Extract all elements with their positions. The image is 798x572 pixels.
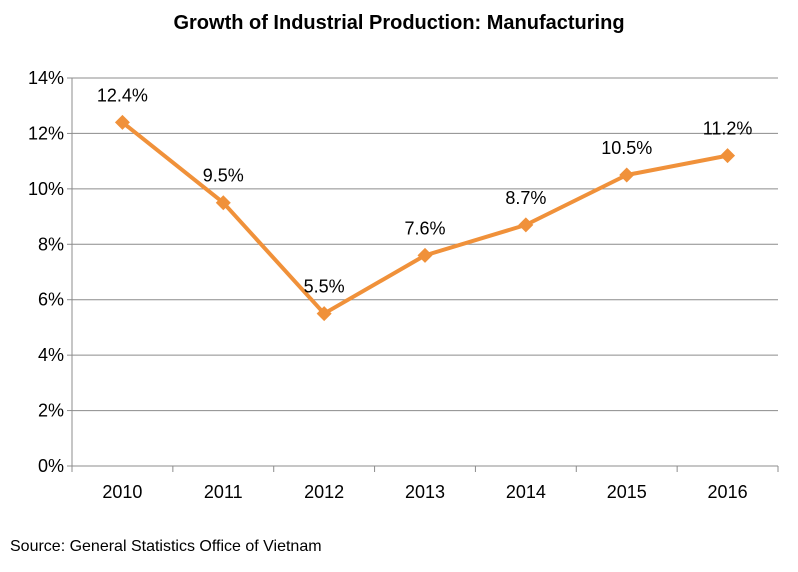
source-note: Source: General Statistics Office of Vie… xyxy=(10,538,322,555)
chart-title: Growth of Industrial Production: Manufac… xyxy=(173,12,625,34)
data-point-marker xyxy=(518,217,534,233)
y-tick-label: 4% xyxy=(38,345,64,365)
y-tick-label: 2% xyxy=(38,401,64,421)
y-tick-label: 0% xyxy=(38,456,64,476)
data-point-marker xyxy=(114,114,130,130)
y-tick-label: 12% xyxy=(28,123,64,143)
x-tick-label: 2015 xyxy=(607,482,647,502)
data-point-marker xyxy=(720,148,736,164)
x-tick-label: 2011 xyxy=(204,482,243,502)
x-tick-label: 2013 xyxy=(405,482,445,502)
data-label: 7.6% xyxy=(404,218,445,238)
x-tick-label: 2014 xyxy=(506,482,546,502)
data-label: 5.5% xyxy=(304,277,345,297)
data-point-marker xyxy=(417,247,433,263)
y-tick-label: 14% xyxy=(28,68,64,88)
y-tick-label: 10% xyxy=(28,179,64,199)
x-tick-label: 2016 xyxy=(708,482,748,502)
data-label: 10.5% xyxy=(601,138,652,158)
y-tick-label: 6% xyxy=(38,290,64,310)
data-point-marker xyxy=(215,195,231,211)
data-label: 12.4% xyxy=(97,85,148,105)
x-tick-label: 2012 xyxy=(304,482,344,502)
data-label: 9.5% xyxy=(203,166,244,186)
data-label: 11.2% xyxy=(703,119,753,139)
x-tick-label: 2010 xyxy=(102,482,142,502)
data-point-marker xyxy=(316,306,332,322)
line-chart: 0% 2% 4% 6% 8% 10% 12% 14% 2010 2011 2012 2013 2014 2… xyxy=(28,68,779,502)
data-point-marker xyxy=(619,167,635,183)
y-tick-label: 8% xyxy=(38,234,64,254)
data-label: 8.7% xyxy=(505,188,546,208)
